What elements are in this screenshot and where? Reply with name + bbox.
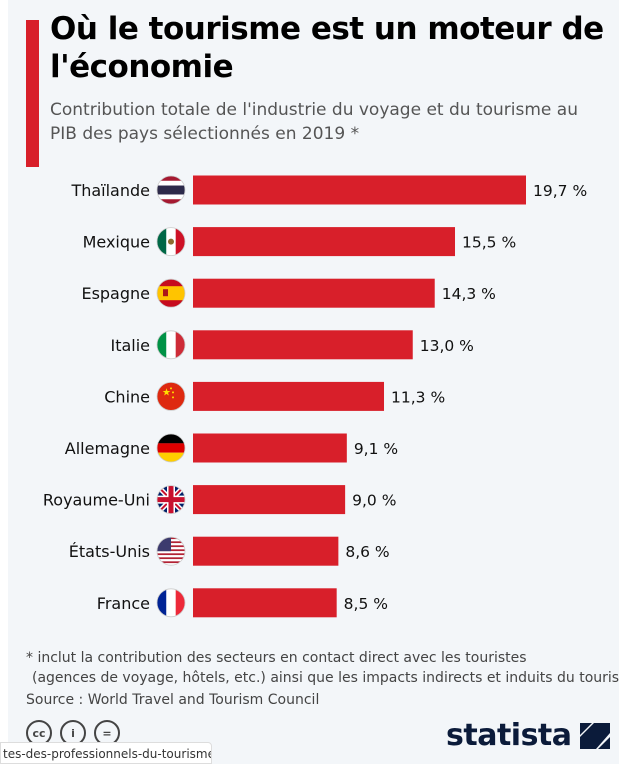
flag-border [156,175,186,205]
category-label: Chine [104,387,150,406]
source: Source : World Travel and Tourism Counci… [26,692,320,708]
bar [193,485,346,515]
data-label: 9,1 % [354,440,398,458]
category-label: Royaume-Uni [43,491,150,510]
data-label: 13,0 % [420,337,474,355]
brand-name: statista [446,718,572,753]
bar [193,536,339,566]
status-url-tooltip: tes-des-professionnels-du-tourisme_a... [0,742,212,764]
flag-icon [157,330,185,359]
flag-border [156,330,186,360]
data-label: 11,3 % [391,388,445,406]
flag-icon [157,485,185,514]
flag-icon [157,176,185,204]
flag-border [156,536,186,566]
statista-logo-icon [579,722,610,749]
data-label: 14,3 % [442,285,496,303]
notes: * inclut la contribution des secteurs en… [26,648,619,710]
bar [193,433,347,463]
flag-icon: ★ [157,382,185,411]
data-label: 9,0 % [352,492,396,510]
svg-text:★: ★ [162,387,171,398]
data-label: 15,5 % [462,234,516,252]
data-label: 8,6 % [345,543,389,561]
chart-subtitle: Contribution totale de l'industrie du vo… [50,100,578,144]
title-accent-bar [26,20,39,167]
bar [193,588,337,618]
flag-icon [157,279,185,308]
flag-icon [157,434,185,462]
category-label: États-Unis [69,542,150,561]
flag-border [156,278,186,308]
category-label: Thaïlande [70,181,150,200]
bar [193,330,413,360]
bar [193,381,385,411]
flag-icon [157,588,185,617]
flag-border [156,227,186,256]
flag-border [156,485,186,515]
data-label: 19,7 % [533,182,587,200]
flag-border [156,381,186,411]
bar [193,175,526,205]
category-label: Mexique [83,233,150,252]
flag-icon [157,537,185,566]
category-label: Espagne [81,284,150,303]
statista-logo[interactable]: statista [446,718,610,753]
category-label: Allemagne [65,439,150,458]
footnote-line-1: * inclut la contribution des secteurs en… [26,650,527,666]
category-label: Italie [110,336,150,355]
chart-title: Où le tourisme est un moteur de l'économ… [50,11,604,85]
flag-border [156,588,186,618]
data-label: 8,5 % [344,595,388,613]
bar [193,227,456,257]
footnote-line-2: (agences de voyage, hôtels, etc.) ainsi … [32,670,619,686]
flag-border [156,433,186,463]
bar [193,278,435,308]
flag-icon [157,227,185,256]
category-label: France [97,594,150,613]
bar-chart: Thaïlande 19,7 % Mexique 15,5 % Espagne 14,3 … [43,175,587,618]
